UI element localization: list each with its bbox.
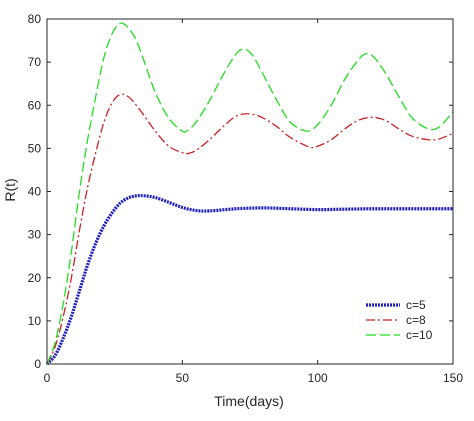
x-tick-label-0: 0 <box>44 371 51 385</box>
legend-label-0: c=5 <box>406 298 426 312</box>
y-tick-label-1: 10 <box>28 314 42 328</box>
y-tick-label-7: 70 <box>28 55 42 69</box>
y-tick-label-8: 80 <box>28 12 42 26</box>
y-tick-label-5: 50 <box>28 141 42 155</box>
plot-area <box>45 22 454 366</box>
y-tick-label-4: 40 <box>28 185 42 199</box>
legend-label-1: c=8 <box>406 313 426 327</box>
series-line-0 <box>45 193 453 366</box>
y-tick-label-6: 60 <box>28 98 42 112</box>
series-line-1 <box>46 93 454 365</box>
x-axis-label: Time(days) <box>214 393 284 409</box>
legend-label-2: c=10 <box>406 328 433 342</box>
series-line-2 <box>46 22 454 365</box>
y-tick-label-3: 30 <box>28 228 42 242</box>
x-tick-label-1: 50 <box>176 371 190 385</box>
axes: 0 50 100 150 0 10 20 30 40 50 60 70 80 <box>28 12 464 385</box>
x-tick-label-2: 100 <box>308 371 328 385</box>
y-tick-label-2: 20 <box>28 271 42 285</box>
y-axis-label: R(t) <box>2 178 18 201</box>
legend: c=5c=8c=10 <box>366 298 433 342</box>
x-tick-label-3: 150 <box>443 371 463 385</box>
y-tick-label-0: 0 <box>34 357 41 371</box>
